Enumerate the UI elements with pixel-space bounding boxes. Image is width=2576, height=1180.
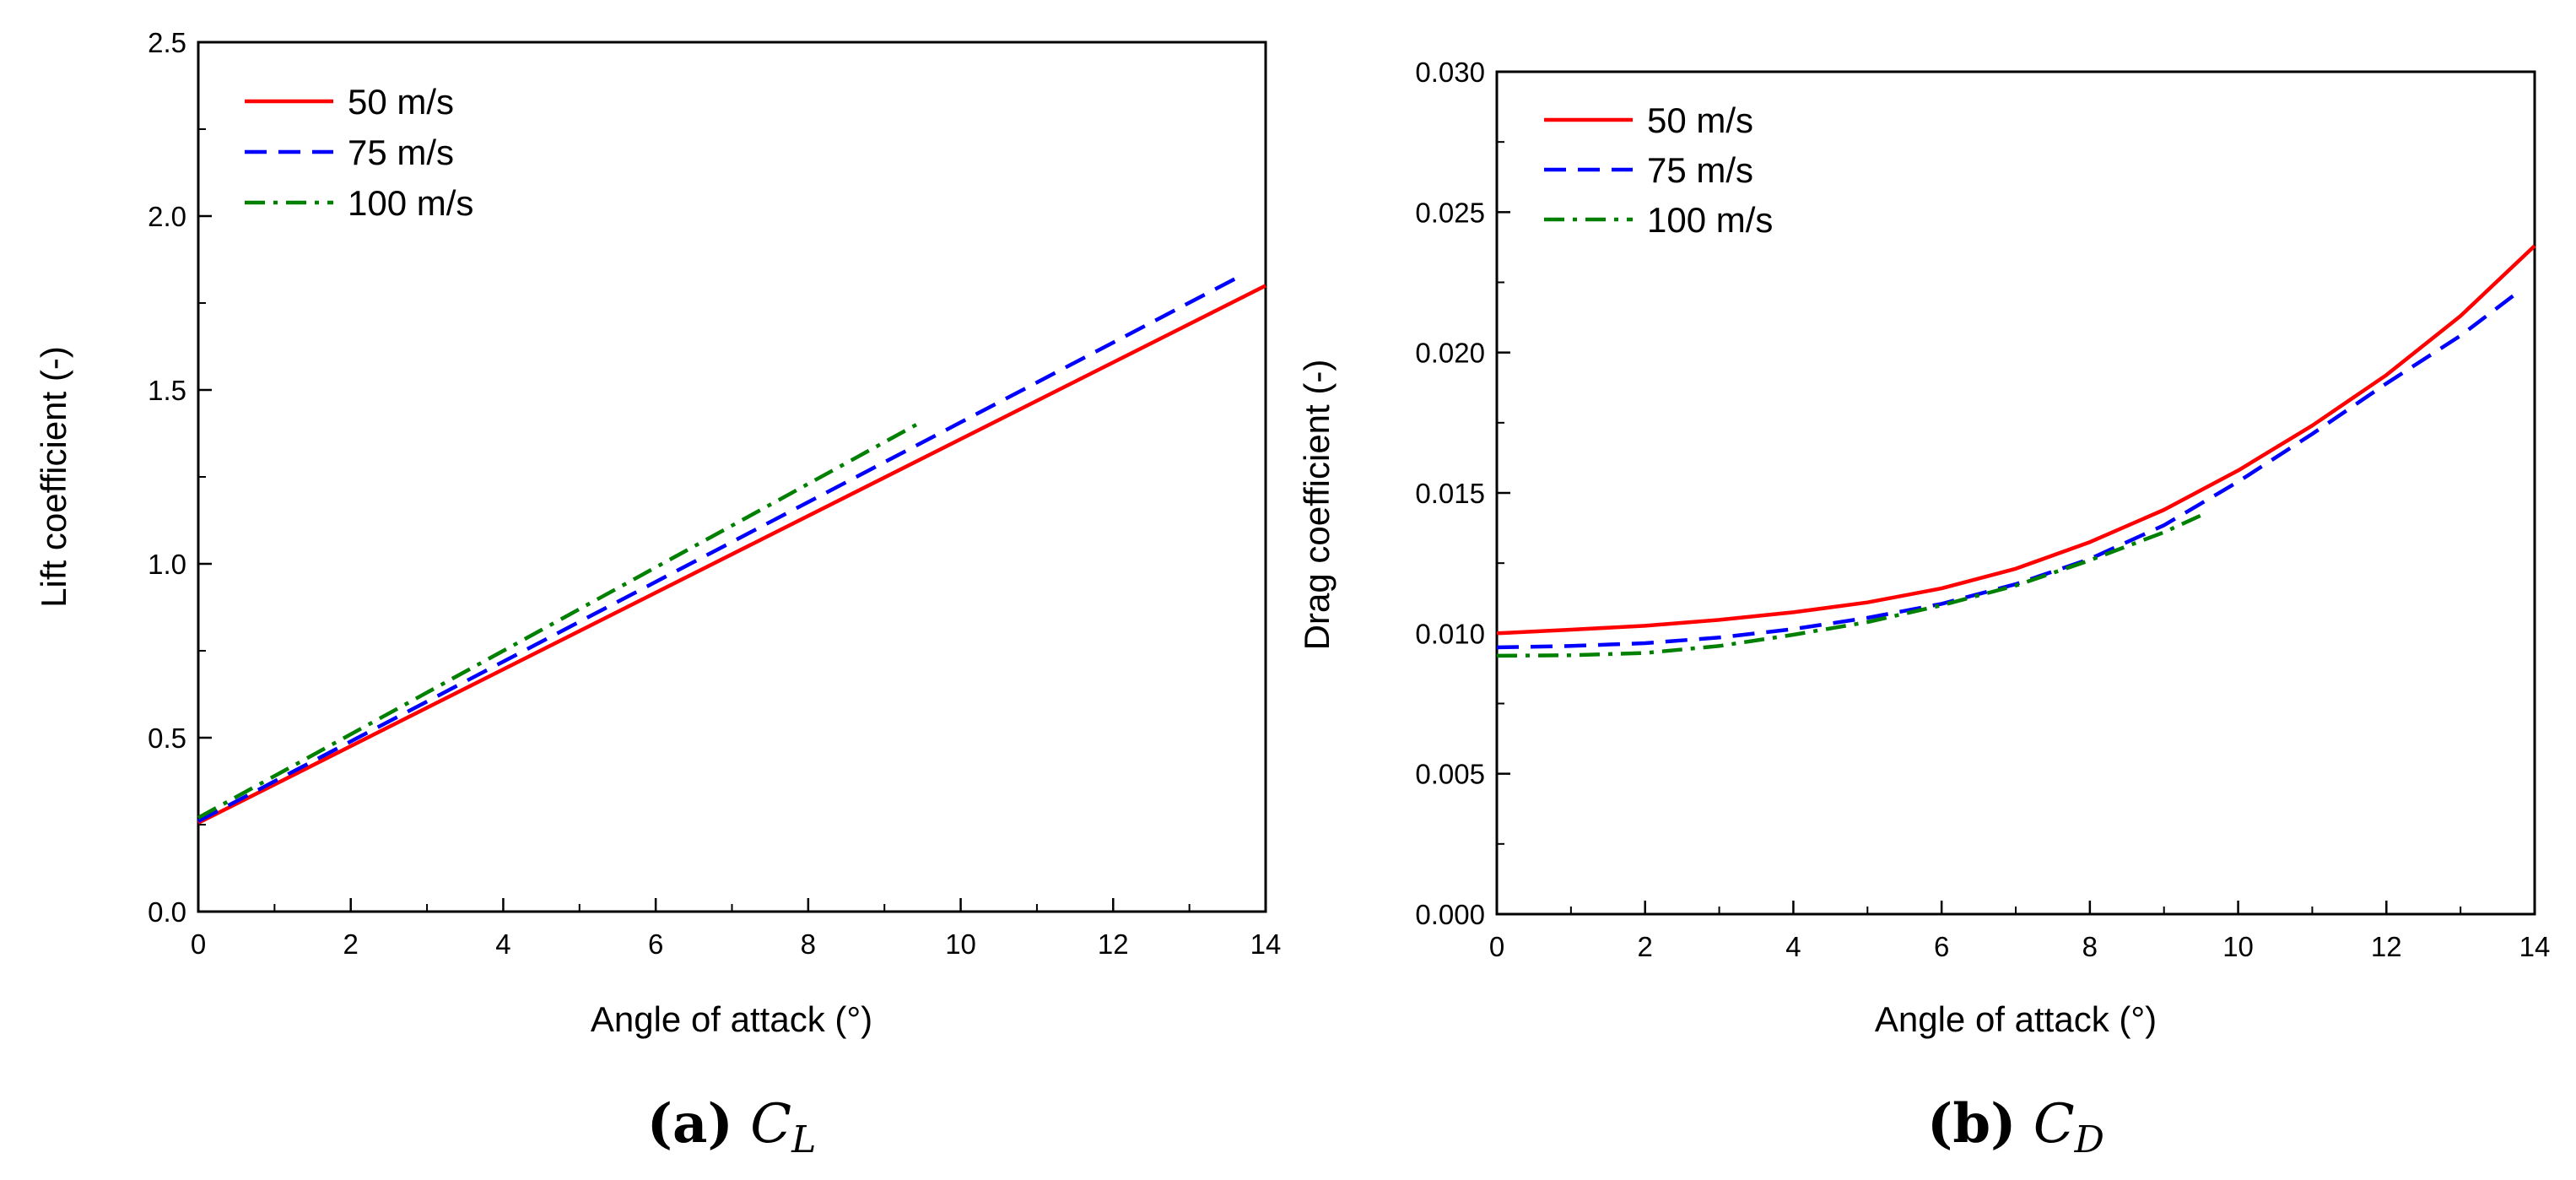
y-tick-label: 0.025 <box>1415 197 1485 228</box>
series-line-50-m-s <box>1496 244 2536 636</box>
legend: 50 m/s 75 m/s 100 m/s <box>245 82 473 223</box>
x-tick-label: 6 <box>1934 931 1949 962</box>
y-axis-title: Drag coefficient (-) <box>1297 360 1337 651</box>
lift-chart-panel: 0 2 4 6 8 10 12 14 0.0 0.5 1.0 1.5 2.0 2.5 50 m/s 75 … <box>34 27 1281 1161</box>
caption-label: (a) <box>647 1092 733 1156</box>
legend-entry-50: 50 m/s <box>1544 100 1753 140</box>
x-tick-label: 10 <box>945 928 976 960</box>
legend: 50 m/s 75 m/s 100 m/s <box>1544 100 1773 240</box>
y-tick-label: 1.5 <box>148 375 186 406</box>
legend-label: 75 m/s <box>348 133 454 172</box>
series-line-75-m-s <box>197 277 1236 823</box>
y-tick-label: 0.030 <box>1415 57 1485 88</box>
x-tick-label: 12 <box>2371 931 2402 962</box>
caption-label: (b) <box>1927 1092 2016 1156</box>
legend-entry-50: 50 m/s <box>245 82 454 122</box>
x-tick-label: 14 <box>1250 928 1282 960</box>
legend-entry-100: 100 m/s <box>245 183 473 223</box>
x-tick-label: 2 <box>1638 931 1653 962</box>
x-tick-label: 2 <box>343 928 359 960</box>
x-tick-label: 10 <box>2222 931 2254 962</box>
x-tick-label: 0 <box>191 928 206 960</box>
caption: (a) CL <box>647 1092 817 1161</box>
y-tick-label: 1.0 <box>148 549 186 580</box>
series-line-50-m-s <box>197 284 1267 825</box>
y-tick-label: 0.5 <box>148 723 186 754</box>
y-axis-title: Lift coefficient (-) <box>34 346 73 608</box>
x-tick-label: 4 <box>495 928 510 960</box>
legend-entry-75: 75 m/s <box>1544 150 1753 190</box>
y-tick-label: 0.0 <box>148 896 186 928</box>
x-tick-label: 4 <box>1785 931 1801 962</box>
y-tick-label: 0.020 <box>1415 338 1485 369</box>
y-tick-label: 0.010 <box>1415 618 1485 649</box>
y-tick-label: 0.015 <box>1415 478 1485 509</box>
legend-label: 75 m/s <box>1647 150 1753 190</box>
caption-space <box>733 1093 750 1156</box>
y-tick-label: 0.000 <box>1415 899 1485 930</box>
series-line-100-m-s <box>1496 513 2202 658</box>
y-tick-label: 2.5 <box>148 27 186 58</box>
caption: (b) CD <box>1927 1092 2104 1161</box>
x-tick-label: 14 <box>2519 931 2551 962</box>
x-axis-title: Angle of attack (°) <box>1875 999 2157 1039</box>
legend-entry-75: 75 m/s <box>245 133 454 172</box>
legend-label: 50 m/s <box>348 82 454 122</box>
x-tick-label: 12 <box>1098 928 1129 960</box>
x-tick-label: 6 <box>648 928 663 960</box>
x-axis-title: Angle of attack (°) <box>591 999 872 1039</box>
caption-symbol: C <box>750 1093 791 1156</box>
legend-label: 100 m/s <box>348 183 473 223</box>
caption-subscript: D <box>2074 1118 2104 1161</box>
y-tick-label: 0.005 <box>1415 759 1485 790</box>
x-tick-label: 0 <box>1489 931 1504 962</box>
legend-entry-100: 100 m/s <box>1544 200 1773 240</box>
y-tick-label: 2.0 <box>148 201 186 232</box>
caption-subscript: L <box>791 1118 816 1161</box>
x-tick-label: 8 <box>2082 931 2098 962</box>
legend-label: 50 m/s <box>1647 100 1753 140</box>
drag-chart-panel: 0 2 4 6 8 10 12 14 0.000 0.005 0.010 0.015 0.020 0.02… <box>1297 57 2550 1161</box>
legend-label: 100 m/s <box>1647 200 1773 240</box>
caption-space <box>2016 1093 2033 1156</box>
series-line-100-m-s <box>197 419 924 820</box>
x-tick-label: 8 <box>801 928 816 960</box>
caption-symbol: C <box>2033 1093 2075 1156</box>
